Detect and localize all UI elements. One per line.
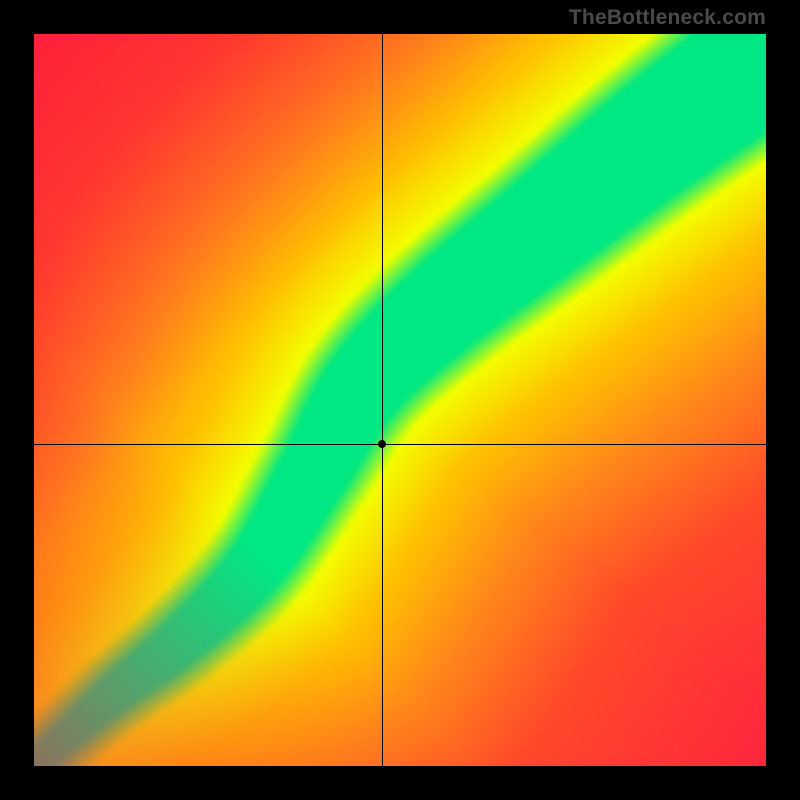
crosshair-dot [378,440,386,448]
crosshair-vertical [382,34,383,766]
plot-area [34,34,766,766]
crosshair-horizontal [34,444,766,445]
watermark-text: TheBottleneck.com [569,6,766,30]
heatmap-canvas [34,34,766,766]
chart-container: TheBottleneck.com [0,0,800,800]
